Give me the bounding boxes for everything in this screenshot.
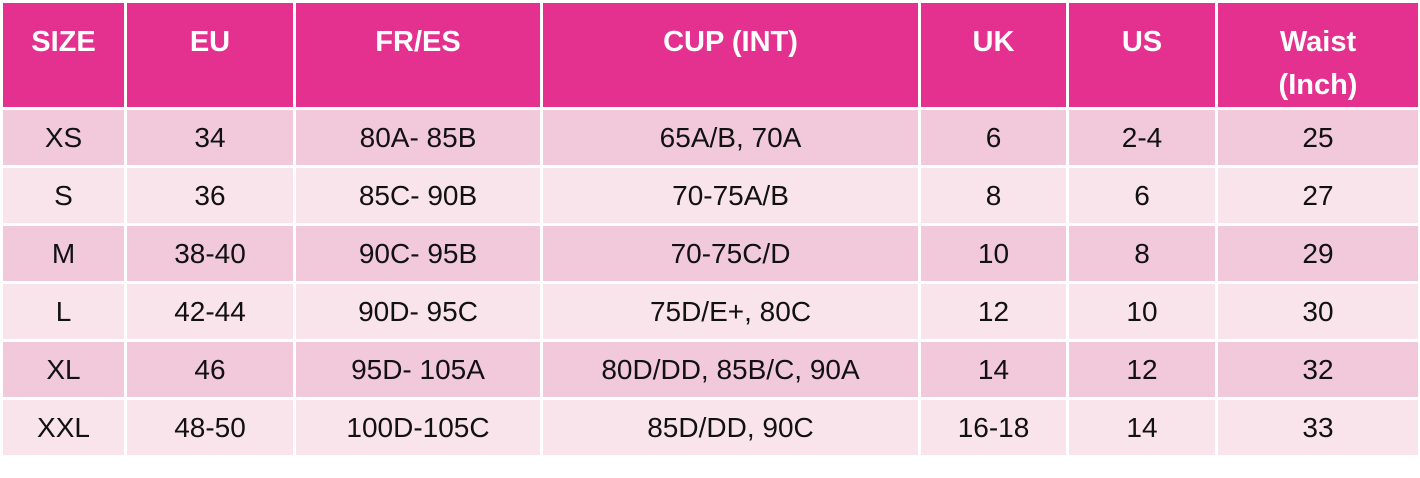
- table-cell: 90C- 95B: [293, 223, 543, 284]
- table-cell: 90D- 95C: [293, 281, 543, 342]
- table-cell: 10: [1066, 281, 1218, 342]
- table-body: XS 34 80A- 85B 65A/B, 70A 6 2-4 25 S 36 85C- 90B 7…: [0, 107, 1420, 458]
- table-cell: 10: [918, 223, 1069, 284]
- table-cell: 32: [1215, 339, 1420, 400]
- table-row: S 36 85C- 90B 70-75A/B 8 6 27: [0, 165, 1420, 226]
- table-cell: 30: [1215, 281, 1420, 342]
- table-cell: 16-18: [918, 397, 1069, 458]
- table-cell: 25: [1215, 107, 1420, 168]
- table-cell: 38-40: [124, 223, 296, 284]
- table-cell: 29: [1215, 223, 1420, 284]
- table-cell: S: [0, 165, 127, 226]
- header-cell: US: [1066, 0, 1218, 110]
- table-row: M 38-40 90C- 95B 70-75C/D 10 8 29: [0, 223, 1420, 284]
- table-row: L 42-44 90D- 95C 75D/E+, 80C 12 10 30: [0, 281, 1420, 342]
- table-cell: 85D/DD, 90C: [540, 397, 921, 458]
- table-cell: 14: [918, 339, 1069, 400]
- table-cell: 33: [1215, 397, 1420, 458]
- table-cell: 46: [124, 339, 296, 400]
- header-cell: FR/ES: [293, 0, 543, 110]
- table-cell: 70-75A/B: [540, 165, 921, 226]
- table-cell: 12: [918, 281, 1069, 342]
- table-cell: XL: [0, 339, 127, 400]
- header-row: SIZE EU FR/ES CUP (INT) UK US Waist (Inch): [0, 0, 1420, 110]
- table-cell: 12: [1066, 339, 1218, 400]
- table-cell: 8: [1066, 223, 1218, 284]
- table-cell: 100D-105C: [293, 397, 543, 458]
- table-cell: 80D/DD, 85B/C, 90A: [540, 339, 921, 400]
- table-row: XS 34 80A- 85B 65A/B, 70A 6 2-4 25: [0, 107, 1420, 168]
- table-row: XL 46 95D- 105A 80D/DD, 85B/C, 90A 14 12 32: [0, 339, 1420, 400]
- table-cell: XXL: [0, 397, 127, 458]
- table-cell: L: [0, 281, 127, 342]
- table-cell: 48-50: [124, 397, 296, 458]
- header-cell: EU: [124, 0, 296, 110]
- table-cell: 6: [918, 107, 1069, 168]
- header-cell: UK: [918, 0, 1069, 110]
- size-table: SIZE EU FR/ES CUP (INT) UK US Waist (Inch) XS 3…: [0, 0, 1420, 458]
- table-cell: 27: [1215, 165, 1420, 226]
- table-cell: 75D/E+, 80C: [540, 281, 921, 342]
- table-cell: XS: [0, 107, 127, 168]
- table-cell: 65A/B, 70A: [540, 107, 921, 168]
- header-cell: CUP (INT): [540, 0, 921, 110]
- table-cell: 6: [1066, 165, 1218, 226]
- table-cell: M: [0, 223, 127, 284]
- table-cell: 42-44: [124, 281, 296, 342]
- table-cell: 2-4: [1066, 107, 1218, 168]
- table-cell: 14: [1066, 397, 1218, 458]
- table-cell: 70-75C/D: [540, 223, 921, 284]
- table-row: XXL 48-50 100D-105C 85D/DD, 90C 16-18 14 33: [0, 397, 1420, 458]
- table-cell: 95D- 105A: [293, 339, 543, 400]
- table-cell: 8: [918, 165, 1069, 226]
- header-cell: Waist (Inch): [1215, 0, 1420, 110]
- table-cell: 36: [124, 165, 296, 226]
- table-cell: 80A- 85B: [293, 107, 543, 168]
- header-cell: SIZE: [0, 0, 127, 110]
- table-cell: 34: [124, 107, 296, 168]
- table-cell: 85C- 90B: [293, 165, 543, 226]
